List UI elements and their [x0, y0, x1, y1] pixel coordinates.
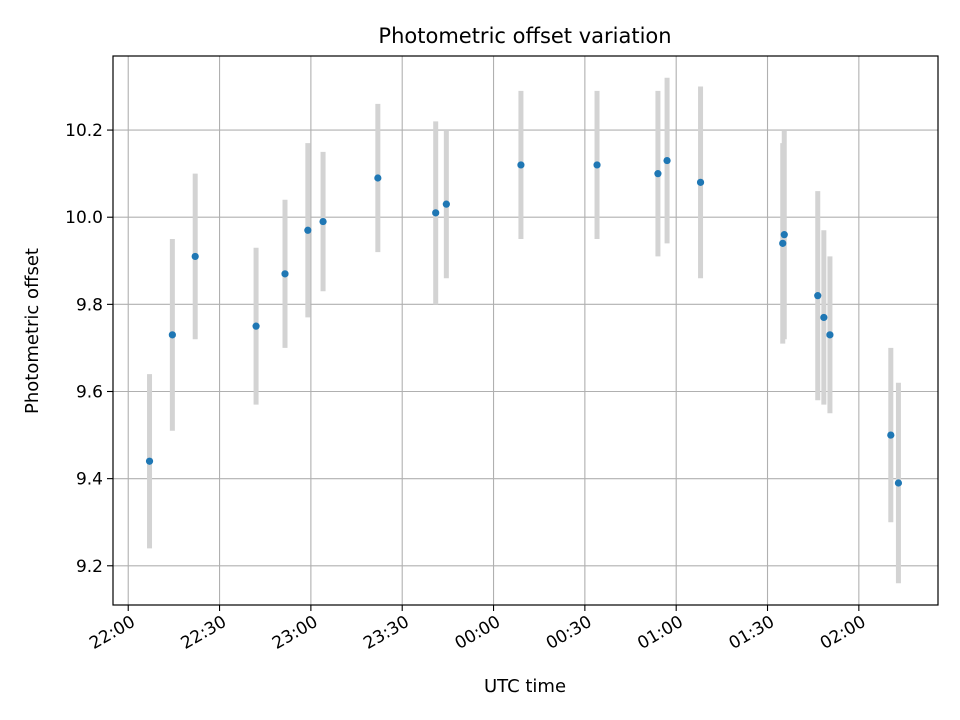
data-point [168, 331, 176, 339]
data-point [887, 431, 895, 439]
data-point [826, 331, 834, 339]
data-point [145, 457, 154, 465]
y-tick-label: 9.8 [76, 295, 103, 315]
data-point [593, 161, 601, 169]
data-point [432, 209, 440, 217]
data-point [820, 313, 828, 322]
data-point [304, 226, 312, 234]
grid [113, 56, 938, 605]
x-axis-label: UTC time [484, 676, 566, 697]
data-point [663, 156, 671, 165]
y-axis-label: Photometric offset [22, 248, 43, 414]
data-point [814, 292, 822, 300]
data-points [145, 156, 903, 487]
y-tick-label: 9.6 [76, 383, 103, 403]
data-point [894, 479, 903, 487]
data-point [319, 217, 327, 226]
data-point [696, 178, 705, 186]
data-point [780, 231, 788, 239]
data-point [442, 200, 450, 208]
chart-title: Photometric offset variation [378, 24, 671, 48]
y-tick-label: 9.2 [76, 557, 103, 577]
data-point [374, 174, 382, 182]
plot-frame [112, 55, 939, 606]
data-point [281, 270, 289, 278]
data-point [517, 161, 525, 169]
data-point [252, 322, 260, 330]
y-tick-label: 9.4 [76, 470, 103, 490]
y-tick-label: 10.0 [65, 208, 103, 228]
data-point [654, 170, 662, 178]
data-point [779, 239, 787, 247]
y-tick-label: 10.2 [65, 121, 103, 141]
y-axis-ticks: 9.2 9.4 9.6 9.8 10.0 10.2 [65, 121, 113, 577]
data-point [191, 252, 199, 261]
